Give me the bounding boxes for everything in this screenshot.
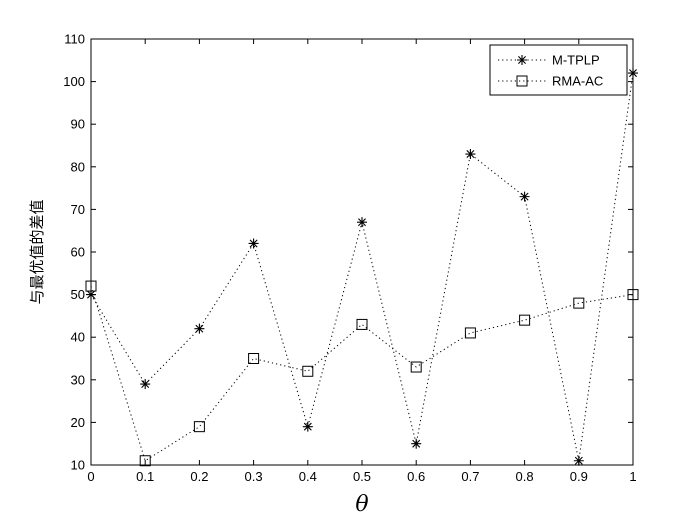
data-point (519, 191, 530, 202)
series-rma-ac (85, 280, 639, 467)
data-point (248, 238, 259, 249)
y-tick-label: 70 (71, 202, 85, 217)
x-tick-label: 0.8 (516, 469, 534, 484)
data-point (519, 314, 531, 326)
legend-box (489, 44, 628, 96)
data-point (357, 217, 367, 228)
legend-label: M-TPLP (552, 53, 600, 68)
x-axis-title: θ (355, 492, 368, 517)
x-tick-label: 0 (87, 469, 94, 484)
legend-item-rma-ac: RMA-AC (498, 74, 603, 89)
y-axis: 10 20 30 40 50 60 70 80 90 100 110 (63, 32, 633, 473)
y-tick-label: 50 (71, 287, 85, 302)
data-point (194, 323, 205, 334)
legend-marker (516, 75, 528, 87)
y-axis-title: 与最优值的差值 (28, 199, 46, 304)
x-tick-label: 0.7 (461, 469, 479, 484)
data-point (302, 421, 313, 432)
x-tick-label: 1 (629, 469, 636, 484)
data-point (140, 379, 151, 390)
data-point (248, 353, 260, 364)
x-tick-label: 0.9 (570, 469, 588, 484)
legend-marker (517, 55, 527, 65)
x-tick-label: 0.1 (136, 469, 154, 484)
x-tick-label: 0.6 (407, 469, 425, 484)
x-tick-label: 0.4 (299, 469, 317, 484)
y-tick-label: 20 (71, 415, 85, 430)
data-point (193, 421, 205, 433)
data-point (302, 365, 314, 377)
series-line (90, 285, 634, 462)
data-point (411, 438, 422, 449)
data-point (139, 455, 151, 467)
legend: M-TPLP RMA-AC (489, 44, 628, 96)
data-point (356, 318, 368, 330)
data-point (410, 361, 422, 373)
plot-area (90, 38, 634, 466)
legend-item-m-tplp: M-TPLP (498, 53, 600, 68)
legend-label: RMA-AC (552, 74, 603, 89)
y-tick-label: 80 (71, 159, 85, 174)
x-tick-label: 0.3 (245, 469, 263, 484)
x-tick-label: 0.5 (353, 469, 371, 484)
data-point (628, 68, 638, 79)
y-tick-label: 100 (63, 74, 85, 89)
y-tick-label: 30 (71, 372, 85, 387)
x-tick-label: 0.2 (190, 469, 208, 484)
y-tick-label: 60 (71, 245, 85, 260)
y-tick-label: 110 (64, 32, 85, 47)
y-tick-label: 40 (71, 330, 85, 345)
x-axis: 0 0.1 0.2 0.3 0.4 0.5 0.6 0.7 0.8 0.9 1 (87, 39, 637, 484)
data-point (573, 297, 585, 309)
y-tick-label: 10 (71, 458, 85, 473)
data-point (464, 327, 476, 339)
data-point (85, 280, 97, 292)
data-point (465, 149, 476, 160)
y-tick-label: 90 (71, 117, 85, 132)
